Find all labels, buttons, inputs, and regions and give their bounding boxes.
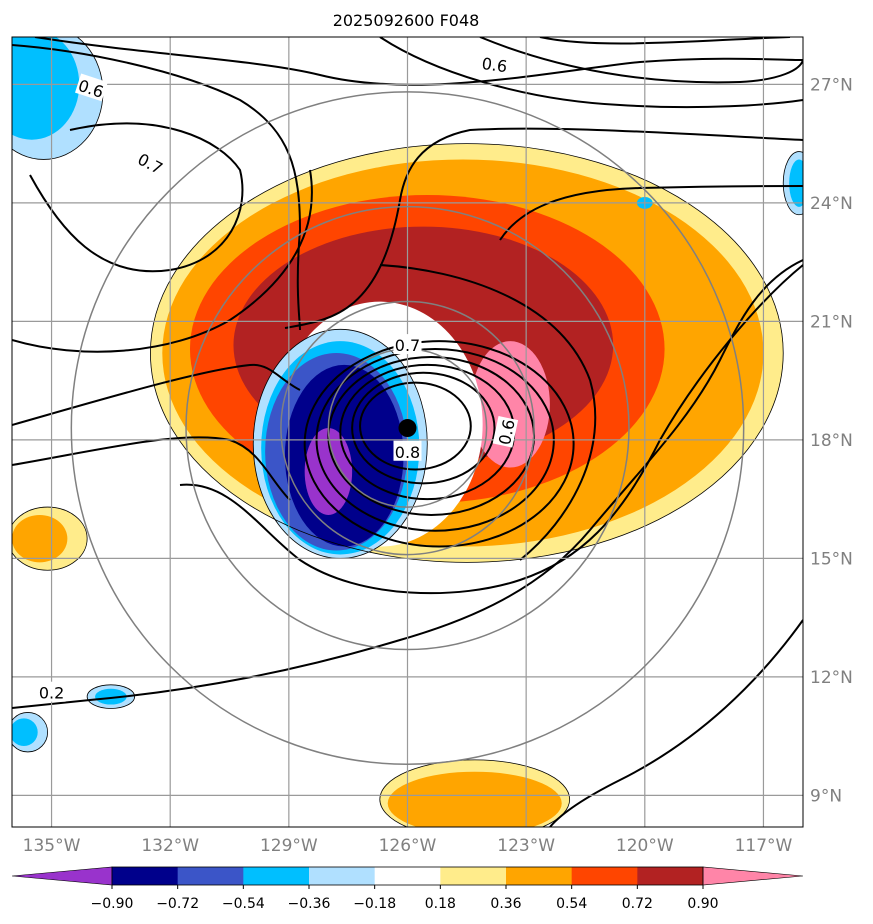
range-ring-2 [185, 205, 630, 651]
contour-line-north-3 [539, 37, 791, 45]
lon-tick-label: 135°W [23, 836, 81, 856]
vortex-contour-5 [351, 371, 496, 485]
range-ring-1 [280, 300, 535, 556]
contour-line-west-06 [12, 44, 302, 331]
contour-line-north-4 [379, 37, 803, 109]
colorbar-tick-label: −0.36 [288, 896, 331, 912]
contour-label: 0.2 [39, 684, 64, 703]
colorbar-tick-label: −0.18 [353, 896, 396, 912]
colorbar-segment [374, 867, 441, 885]
lat-tick-label: 27°N [810, 75, 853, 95]
contour-line-east-1 [499, 185, 803, 241]
lon-tick-label: 132°W [141, 836, 199, 856]
contour-line-south-2 [549, 619, 803, 827]
lon-tick-label: 120°W [616, 836, 674, 856]
shaded-region-16 [387, 771, 562, 827]
contour-label-bg [393, 334, 422, 355]
lat-tick-label: 9°N [810, 786, 842, 806]
shaded-outline-17 [86, 684, 136, 709]
colorbar-extend-low [11, 866, 113, 886]
contour-label-bg [133, 147, 168, 178]
contour-label-bg [75, 73, 108, 102]
colorbar-tick-label: −0.54 [222, 896, 265, 912]
chart-title: 2025092600 F048 [333, 11, 480, 30]
contour-line-north-1 [34, 37, 803, 86]
lat-tick-label: 12°N [810, 668, 853, 688]
vortex-contour-1 [303, 340, 575, 548]
shaded-outline-0 [150, 143, 784, 563]
longitude-tick-labels: 135°W 132°W 129°W 126°W 123°W 120°W 117°W [23, 836, 793, 856]
contour-label-bg [492, 416, 519, 448]
contour-label: 0.6 [495, 418, 519, 447]
contour-line-west-2 [12, 169, 313, 353]
lat-tick-label: 21°N [810, 312, 853, 332]
gridlines [12, 37, 803, 827]
shaded-region-22 [789, 159, 803, 207]
colorbar-segment [112, 867, 179, 885]
contour-label-bg [393, 440, 422, 461]
colorbar-tick-label: 0.72 [622, 896, 653, 912]
colorbar-segment [243, 867, 310, 885]
colorbar-frame [111, 866, 704, 886]
shaded-outline-15 [379, 759, 571, 827]
colorbar-segment [637, 867, 704, 885]
colorbar-tick-label: −0.72 [156, 896, 199, 912]
lon-tick-label: 123°W [497, 836, 555, 856]
contour-line-center-2 [379, 264, 597, 561]
colorbar-segment [440, 867, 507, 885]
vortex-contour-6 [359, 381, 472, 471]
colorbar-segment [309, 867, 376, 885]
contour-line-west-07 [29, 122, 244, 273]
map-frame [11, 36, 804, 828]
contour-label: 0.6 [481, 54, 509, 76]
latitude-tick-labels: 9°N 12°N 15°N 18°N 21°N 24°N 27°N [810, 75, 853, 806]
lon-tick-label: 117°W [735, 836, 793, 856]
contour-line-west-3 [12, 363, 301, 426]
contour-line-west-4 [12, 436, 291, 501]
contour-line-south-1 [179, 264, 803, 595]
colorbar-tick-label: −0.90 [91, 896, 134, 912]
contour-line-north-2 [479, 37, 803, 84]
lon-tick-label: 129°W [260, 836, 318, 856]
contour-label: 0.8 [395, 443, 420, 462]
contour-label: 0.7 [395, 336, 420, 355]
colorbar: −0.90 −0.72 −0.54 −0.36 −0.18 0.18 0.36 0.54 0.7… [11, 866, 804, 912]
range-ring-3 [70, 91, 745, 765]
colorbar-tick-label: 0.90 [687, 896, 718, 912]
range-rings [70, 91, 745, 765]
colorbar-extend-high [702, 866, 804, 886]
shaded-region-18 [95, 688, 127, 705]
shaded-outline-19 [12, 712, 48, 753]
colorbar-segment [571, 867, 638, 885]
shaded-region-20 [12, 718, 38, 747]
storm-center-marker [398, 419, 417, 438]
colorbar-tick-label: 0.36 [490, 896, 521, 912]
lat-tick-label: 18°N [810, 431, 853, 451]
map-area: 0.60.70.60.70.80.60.2 [12, 37, 803, 827]
lon-tick-label: 126°W [379, 836, 437, 856]
shaded-region-14 [12, 514, 68, 563]
shaded-outline-13 [12, 506, 88, 571]
contour-label-bg [37, 681, 66, 702]
lat-tick-label: 15°N [810, 549, 853, 569]
shaded-outline-21 [782, 151, 803, 216]
contour-label-bg [479, 51, 510, 76]
shaded-region-12 [12, 37, 80, 140]
colorbar-tick-label: 0.18 [425, 896, 456, 912]
colorbar-segment [177, 867, 244, 885]
synoptic-contours [12, 37, 803, 827]
contour-line-east-2 [12, 259, 803, 709]
lat-tick-label: 24°N [810, 194, 853, 214]
colorbar-tick-label: 0.54 [556, 896, 587, 912]
colorbar-segment [506, 867, 573, 885]
shaded-region-4 [470, 341, 550, 468]
